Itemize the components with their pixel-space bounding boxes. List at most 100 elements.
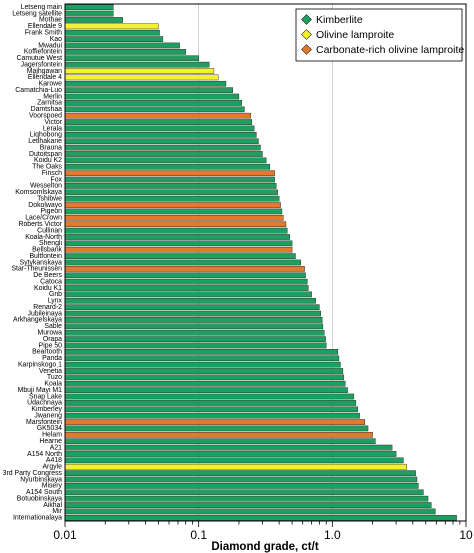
- bar-the-oaks: [64, 163, 270, 170]
- bar-cullinan: [64, 227, 288, 234]
- bar-victor: [64, 119, 253, 125]
- bar-damtshaa: [64, 106, 245, 113]
- bar-botuobinskaya: [64, 495, 429, 502]
- bar-dutoitspan: [64, 151, 263, 157]
- bar-misery: [64, 483, 419, 489]
- legend-item-olivine-lamproite: Olivine lamproite: [301, 29, 394, 41]
- bar-ellendale-9: [64, 23, 159, 30]
- bar-lynx: [64, 297, 316, 304]
- label-komsomlskaya: Komsomlskaya: [15, 189, 62, 196]
- label-finsch: Finsch: [42, 170, 62, 177]
- label-koffiefontein: Koffiefontein: [24, 49, 62, 56]
- bar-letlhakane: [64, 138, 259, 145]
- bar-koidu-k2: [64, 157, 267, 164]
- bar-gnb: [64, 291, 312, 298]
- bar-letseng-satellite: [64, 10, 114, 17]
- label-snap-lake: Snap Lake: [29, 393, 62, 400]
- legend-swatch-kimberlite: [301, 14, 312, 25]
- bar-tshibwe: [64, 195, 280, 202]
- label-jubileinaya: Jubileinaya: [28, 310, 63, 317]
- x-tick-label: 10: [459, 528, 473, 542]
- x-tick-label: 0.01: [53, 528, 77, 542]
- label-beartooth: Beartooth: [32, 349, 62, 356]
- bar-majhgawan: [64, 68, 215, 74]
- bar-arkhangelskaya: [64, 317, 323, 323]
- legend-label-carbonate-rich-olivine-lamproite: Carbonate-rich olivine lamproite: [316, 44, 464, 56]
- bar-internationalaya: [64, 514, 457, 521]
- legend: Kimberlite Olivine lamproite Carbonate-r…: [295, 8, 464, 62]
- label-tuzo: Tuzo: [47, 374, 62, 381]
- label-koidu-k2: Koidu K2: [34, 157, 62, 164]
- bar-pipe-50: [64, 342, 327, 349]
- label-venetia: Venetia: [39, 368, 62, 375]
- label-karowe: Karowe: [39, 81, 63, 88]
- bar-beartooth: [64, 349, 339, 355]
- bar-zarnitsa: [64, 100, 242, 106]
- bar-mbuji-mayi-m1: [64, 387, 348, 393]
- label-koidu-k1: Koidu K1: [34, 285, 62, 292]
- label-a21: A21: [50, 444, 62, 451]
- label-tshibwe: Tshibwe: [37, 195, 62, 202]
- bar-lace-crown: [64, 215, 284, 221]
- label-letlhakane: Letlhakane: [28, 138, 62, 145]
- label-catoca: Catoca: [40, 278, 62, 285]
- label-mbuji-mayi-m1: Mbuji Mayi M1: [18, 387, 63, 394]
- label-jagersfontein: Jagersfontein: [21, 61, 63, 68]
- bar-de-beers: [64, 272, 306, 279]
- bar-renard-2: [64, 304, 320, 310]
- label-brauna: Brauna: [40, 144, 62, 151]
- bars: [64, 4, 457, 521]
- bar-roberts-victor: [64, 221, 287, 228]
- bar-finsch: [64, 170, 275, 176]
- label-mir: Mir: [52, 508, 62, 515]
- bar-kao: [64, 36, 164, 42]
- legend-item-kimberlite: Kimberlite: [301, 14, 363, 26]
- bar-letseng-main: [64, 4, 114, 11]
- label-the-oaks: The Oaks: [32, 164, 62, 171]
- bar-merlin: [64, 93, 240, 100]
- label-fox: Fox: [51, 176, 63, 183]
- bar-ellendale-4: [64, 74, 219, 81]
- legend-item-carbonate-rich-olivine-lamproite: Carbonate-rich olivine lamproite: [301, 44, 464, 56]
- label-wesselton: Wesselton: [30, 183, 62, 190]
- label-a418: A418: [46, 457, 62, 464]
- bar-fox: [64, 176, 275, 183]
- label-a154-north: A154 North: [27, 451, 62, 458]
- bar-star-theunissen: [64, 266, 305, 272]
- label-frank-smith: Frank Smith: [25, 30, 62, 37]
- label-internationalaya: Internationalaya: [13, 515, 62, 522]
- legend-box: [295, 8, 463, 62]
- bar-jubileinaya: [64, 310, 322, 317]
- label-3rd-party-congress: 3rd Party Congress: [3, 470, 63, 477]
- bar-murowa: [64, 329, 325, 336]
- label-ellendale-4: Ellendale 4: [28, 74, 62, 81]
- label-murowa: Murowa: [37, 329, 62, 336]
- bar-marsfontein: [64, 419, 366, 425]
- bar-a154-north: [64, 451, 397, 457]
- label-helam: Helam: [42, 432, 62, 439]
- bar-snap-lake: [64, 393, 355, 400]
- bar-mwadui: [64, 42, 180, 49]
- label-orapa: Orapa: [43, 336, 62, 343]
- label-lynx: Lynx: [48, 298, 63, 305]
- label-letseng-satellite: Letseng satellite: [12, 10, 62, 17]
- label-dokolwayo: Dokolwayo: [28, 202, 62, 209]
- bar-komsomlskaya: [64, 189, 278, 196]
- label-lerala: Lerala: [43, 125, 62, 132]
- bar-hearne: [64, 438, 376, 445]
- bar-kimberley: [64, 406, 358, 413]
- bar-pigeon: [64, 208, 283, 215]
- label-zarnitsa: Zarnitsa: [37, 100, 62, 107]
- label-bultfontein: Bultfontein: [29, 253, 62, 260]
- label-aikhal: Aikhal: [43, 502, 62, 509]
- bar-a154-south: [64, 489, 424, 496]
- label-gnb: Gnb: [49, 291, 62, 298]
- bar-venetia: [64, 368, 344, 374]
- label-cullinan: Cullinan: [37, 227, 62, 234]
- bar-jagersfontein: [64, 61, 210, 68]
- x-tick-label: 0.1: [190, 528, 207, 542]
- bar-sytykanskaya: [64, 259, 301, 266]
- bar-tuzo: [64, 374, 345, 381]
